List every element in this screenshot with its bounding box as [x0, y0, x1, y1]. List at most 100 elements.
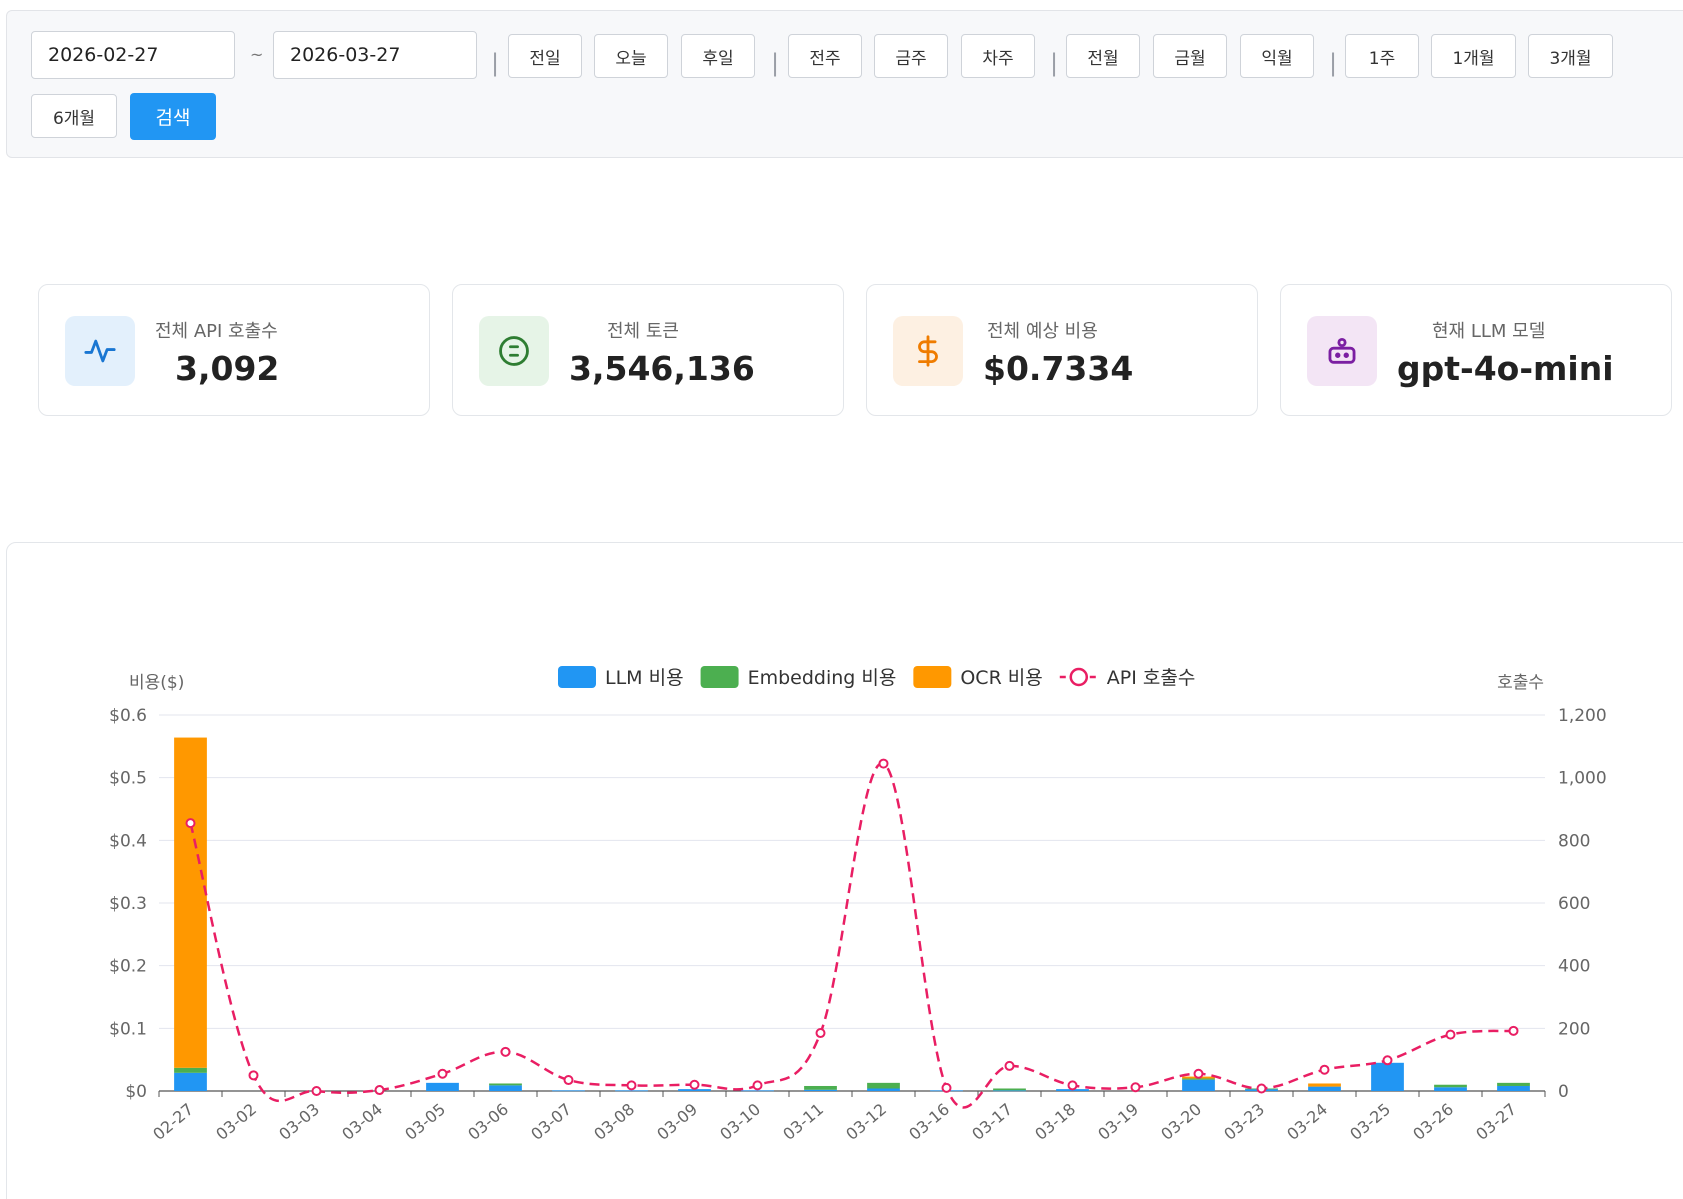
legend-label: API 호출수: [1107, 667, 1196, 689]
y-left-tick-label: $0: [125, 1082, 147, 1102]
legend-label: Embedding 비용: [748, 667, 897, 689]
this-week-button[interactable]: 금주: [874, 34, 948, 78]
range-1-week-button[interactable]: 1주: [1345, 34, 1419, 78]
api-calls-line: [189, 762, 1514, 1109]
range-3-month-button[interactable]: 3개월: [1528, 34, 1613, 78]
bar-segment: [174, 737, 207, 1068]
usage-chart-panel: $0 0 $0.1 200 $0.2 400 $0.3 600 $0.4 800 $0.5 1,000…: [6, 542, 1683, 1199]
x-tick-label: 03-25: [1346, 1100, 1394, 1144]
model-card: 현재 LLM 모델 gpt-4o-mini: [1280, 284, 1672, 416]
this-month-button[interactable]: 금월: [1153, 34, 1227, 78]
x-tick-label: 03-24: [1283, 1100, 1331, 1144]
x-tick-label: 03-26: [1409, 1100, 1457, 1144]
next-month-button[interactable]: 익월: [1240, 34, 1314, 78]
api-calls-point: [941, 1082, 952, 1093]
cost-value: $0.7334: [983, 349, 1134, 388]
y-left-tick-label: $0.5: [109, 769, 147, 789]
y-left-tick-label: $0.1: [109, 1019, 147, 1039]
legend-swatch: [700, 666, 739, 688]
bar-segment: [1308, 1083, 1341, 1087]
x-tick-label: 03-20: [1157, 1100, 1205, 1144]
prev-month-button[interactable]: 전월: [1066, 34, 1140, 78]
tokens-label: 전체 토큰: [607, 321, 679, 342]
prev-week-button[interactable]: 전주: [788, 34, 862, 78]
bar-segment: [993, 1088, 1026, 1091]
group-separator: |: [491, 49, 500, 77]
api-calls-point: [500, 1046, 511, 1057]
y-left-tick-label: $0.3: [109, 894, 147, 914]
api-calls-point: [815, 1028, 826, 1039]
y-right-tick-label: 800: [1558, 831, 1590, 851]
search-button[interactable]: 검색: [130, 93, 216, 140]
next-week-button[interactable]: 차주: [961, 34, 1035, 78]
usage-chart: $0 0 $0.1 200 $0.2 400 $0.3 600 $0.4 800 $0.5 1,000…: [109, 666, 1607, 1144]
x-tick-label: 03-27: [1472, 1100, 1520, 1144]
next-day-button[interactable]: 후일: [681, 34, 755, 78]
bar-segment: [804, 1089, 837, 1091]
bar-segment: [489, 1083, 522, 1086]
x-tick-label: 03-11: [779, 1100, 827, 1144]
legend-swatch: [558, 666, 596, 688]
x-tick-label: 03-08: [590, 1100, 638, 1144]
date-filter-bar: ~ | 전일 오늘 후일 | 전주 금주 차주 | 전월 금월 익월 | 1주 …: [6, 10, 1683, 158]
bar-segment: [1182, 1079, 1215, 1091]
bar-segment: [174, 1072, 207, 1091]
bar-segment: [1182, 1078, 1215, 1080]
api-calls-point: [878, 758, 889, 769]
legend-label: OCR 비용: [960, 667, 1042, 689]
y-right-tick-label: 600: [1558, 894, 1590, 914]
x-tick-label: 03-05: [401, 1100, 449, 1144]
bar-segment: [1497, 1085, 1530, 1091]
bar-segment: [615, 1090, 648, 1092]
api-calls-point: [1256, 1083, 1267, 1094]
bar-segment: [1434, 1084, 1467, 1088]
cost-card: 전체 예상 비용 $0.7334: [866, 284, 1258, 416]
date-range-separator: ~: [250, 45, 264, 64]
api-calls-point: [1004, 1060, 1015, 1071]
y-right-tick-label: 400: [1558, 957, 1590, 977]
x-tick-label: 03-17: [968, 1100, 1016, 1144]
bar-segment: [426, 1082, 459, 1091]
group-separator: |: [1329, 49, 1338, 77]
api-calls-point: [563, 1075, 574, 1086]
dollar-icon: [893, 316, 963, 386]
x-tick-label: 03-07: [527, 1100, 575, 1144]
bar-segment: [867, 1088, 900, 1091]
x-tick-label: 03-02: [212, 1100, 260, 1144]
model-label: 현재 LLM 모델: [1432, 321, 1546, 342]
end-date-input[interactable]: [273, 31, 477, 79]
api-calls-point: [1382, 1055, 1393, 1066]
bar-segment: [993, 1090, 1026, 1092]
bar-segment: [804, 1085, 837, 1090]
x-tick-label: 03-10: [716, 1100, 764, 1144]
api-calls-point: [1508, 1025, 1519, 1036]
api-calls-point: [626, 1080, 637, 1091]
legend-swatch: [913, 666, 952, 688]
bar-segment: [1434, 1087, 1467, 1091]
x-tick-label: 03-06: [464, 1100, 512, 1144]
api-calls-point: [1445, 1029, 1456, 1040]
range-1-month-button[interactable]: 1개월: [1431, 34, 1516, 78]
api-calls-label: 전체 API 호출수: [155, 321, 278, 342]
api-calls-point: [752, 1080, 763, 1091]
group-separator: |: [1050, 49, 1059, 77]
prev-day-button[interactable]: 전일: [508, 34, 582, 78]
start-date-input[interactable]: [31, 31, 235, 79]
y-right-tick-label: 200: [1558, 1019, 1590, 1039]
api-calls-value: 3,092: [175, 349, 280, 388]
y-right-tick-label: 0: [1558, 1082, 1569, 1102]
api-calls-point: [689, 1079, 700, 1090]
legend-swatch-marker: [1069, 667, 1089, 687]
x-tick-label: 02-27: [149, 1100, 197, 1144]
bar-segment: [1308, 1086, 1341, 1091]
y-left-tick-label: $0.4: [109, 831, 147, 851]
y-left-tick-label: $0.6: [109, 706, 147, 726]
today-button[interactable]: 오늘: [594, 34, 668, 78]
api-calls-point: [1130, 1082, 1141, 1093]
x-tick-label: 03-12: [842, 1100, 890, 1144]
x-tick-label: 03-09: [653, 1100, 701, 1144]
robot-icon: [1307, 316, 1377, 386]
range-6-month-button[interactable]: 6개월: [31, 94, 117, 138]
y-right-tick-label: 1,200: [1558, 706, 1607, 726]
